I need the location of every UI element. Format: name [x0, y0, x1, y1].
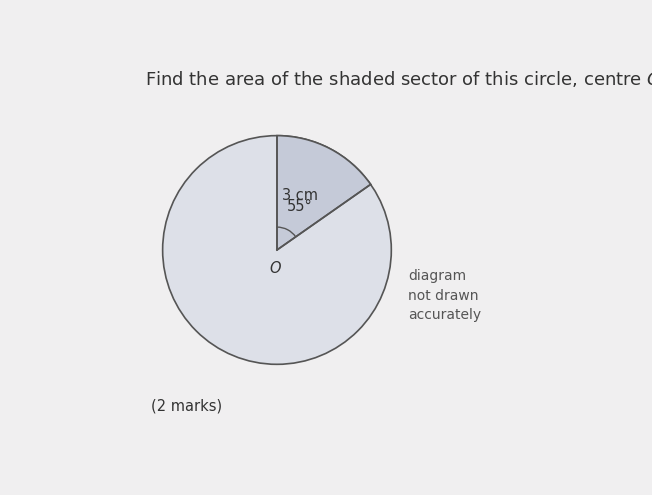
Text: Find the area of the shaded sector of this circle, centre $\mathit{O}$ and radiu: Find the area of the shaded sector of th… — [145, 69, 652, 89]
Text: 55°: 55° — [288, 198, 313, 213]
Circle shape — [162, 136, 391, 364]
Text: diagram
not drawn
accurately: diagram not drawn accurately — [408, 269, 482, 322]
Text: (2 marks): (2 marks) — [151, 399, 222, 414]
Text: O: O — [269, 261, 281, 276]
Text: 3 cm: 3 cm — [282, 188, 318, 202]
Wedge shape — [277, 136, 370, 250]
